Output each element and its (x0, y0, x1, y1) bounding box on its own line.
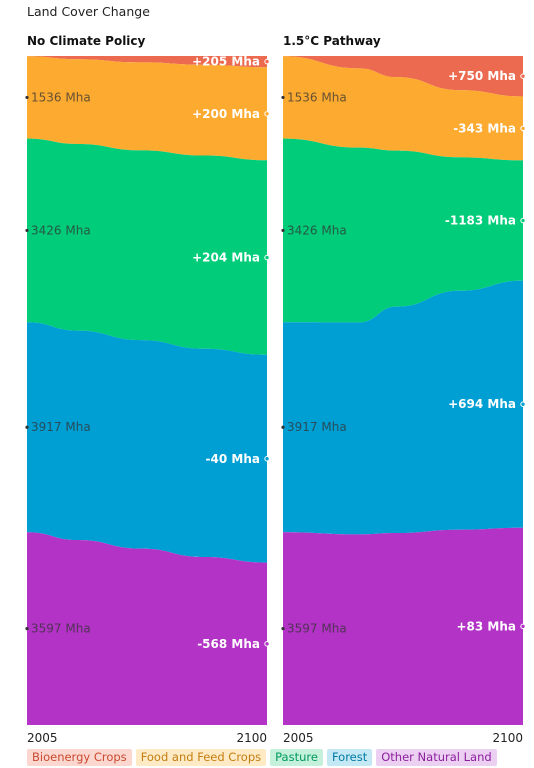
x-tick-label: 2100 (236, 731, 267, 745)
end-label: +750 Mha (448, 69, 516, 83)
x-tick-label: 2100 (492, 731, 523, 745)
start-dot (281, 626, 285, 631)
x-tick-label: 2005 (283, 731, 314, 745)
end-label: +83 Mha (456, 619, 516, 633)
start-label: 1536 Mha (31, 90, 91, 104)
area-food-and-feed-crops-p1 (283, 56, 523, 161)
end-dot (520, 217, 526, 224)
end-label: -343 Mha (453, 121, 516, 135)
start-label: 3426 Mha (287, 223, 347, 237)
start-label: 3426 Mha (31, 223, 91, 237)
start-dot (25, 425, 29, 429)
chart-title: Land Cover Change (27, 4, 150, 19)
start-label: 3597 Mha (31, 622, 91, 636)
end-dot (520, 73, 526, 79)
legend-item-other-natural-land: Other Natural Land (376, 749, 497, 766)
start-label: 1536 Mha (287, 90, 347, 104)
end-label: +694 Mha (448, 397, 516, 411)
end-dot (264, 111, 270, 117)
area-pasture-p0 (27, 138, 267, 355)
end-label: -1183 Mha (445, 214, 516, 228)
area-forest-p0 (27, 322, 267, 563)
start-label: 3917 Mha (287, 420, 347, 434)
start-dot (25, 228, 29, 233)
end-dot (264, 456, 270, 462)
legend-item-bioenergy-crops: Bioenergy Crops (27, 749, 132, 766)
area-forest-p1 (283, 280, 523, 535)
end-label: +200 Mha (192, 107, 260, 121)
end-label: -40 Mha (206, 452, 260, 466)
start-label: 3597 Mha (287, 622, 347, 636)
area-pasture-p1 (283, 138, 523, 323)
area-other-natural-land-p1 (283, 527, 523, 725)
end-dot (520, 125, 526, 132)
area-bioenergy-crops-p0 (27, 56, 267, 68)
area-bioenergy-crops-p1 (283, 56, 523, 97)
start-dot (281, 425, 285, 429)
start-label: 3917 Mha (31, 420, 91, 434)
panel-title-no-policy: No Climate Policy (27, 34, 146, 48)
area-food-and-feed-crops-p0 (27, 56, 267, 161)
start-dot (25, 95, 29, 100)
area-other-natural-land-p0 (27, 532, 267, 725)
start-dot (281, 95, 285, 100)
legend: Bioenergy Crops Food and Feed Crops Pastur… (27, 749, 497, 766)
end-dot (264, 254, 270, 261)
end-label: +204 Mha (192, 251, 260, 265)
legend-item-food-and-feed-crops: Food and Feed Crops (135, 749, 267, 766)
end-label: +205 Mha (192, 55, 260, 69)
start-dot (25, 626, 29, 631)
panel-title-pathway: 1.5°C Pathway (283, 34, 381, 48)
x-tick-label: 2005 (27, 731, 58, 745)
end-label: -568 Mha (197, 637, 260, 651)
legend-item-forest: Forest (326, 749, 373, 766)
end-dot (264, 58, 270, 65)
end-dot (520, 623, 526, 630)
end-dot (520, 401, 526, 407)
start-dot (281, 228, 285, 233)
legend-item-pasture: Pasture (270, 749, 323, 766)
end-dot (264, 641, 270, 647)
